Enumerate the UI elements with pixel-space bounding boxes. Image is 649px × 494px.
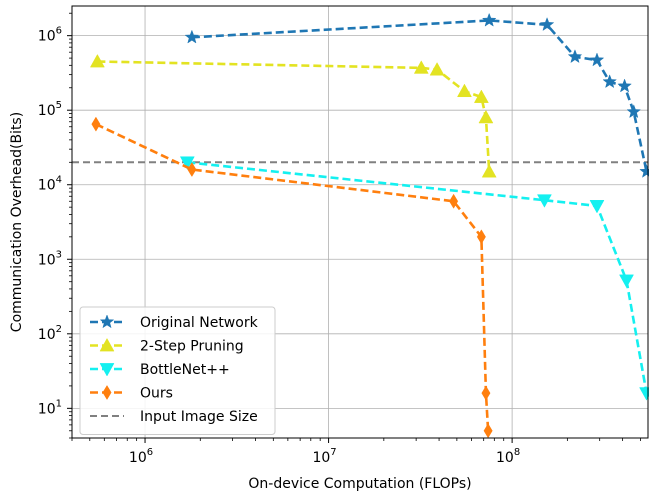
2-step-pruning-point [413,60,429,74]
legend-label-ours: Ours [140,386,173,402]
x-tick-label: 108 [496,447,520,466]
bottlenet-point [639,387,649,401]
ours-point [476,229,486,245]
original-network-point [589,52,605,67]
legend-marker-2-step-pruning [99,337,115,352]
x-tick-label: 106 [129,447,153,466]
2-step-pruning-point [473,89,489,103]
bottlenet-point [619,274,634,288]
plot-frame [71,5,649,439]
x-tick-label: 107 [312,447,336,466]
y-tick-label: 103 [38,249,62,268]
legend-label-original-network: Original Network [140,315,259,331]
bottlenet-point [589,200,605,214]
ticks: 106 107 108 101 102 103 104 105 106 [38,12,641,466]
legend-marker-original-network [99,314,115,329]
y-tick-label: 102 [38,324,62,343]
legend-marker-bottlenet [99,363,115,377]
2-step-pruning-line [97,60,491,172]
original-network-point [602,74,617,89]
2-step-pruning-point [89,53,105,68]
x-axis-title: On-device Computation (FLOPs) [248,476,471,492]
series-lines [89,12,649,439]
original-network-point [184,29,200,44]
2-step-pruning-point [481,164,497,178]
ours-point [481,385,491,401]
y-tick-label: 106 [38,26,62,45]
original-network-point [481,12,497,27]
2-step-pruning-point [478,109,494,124]
bottlenet-point [537,194,552,208]
original-network-point [617,78,632,93]
y-tick-label: 104 [38,175,62,194]
legend-label-input-image-size: Input Image Size [140,409,258,425]
legend-label-2-step-pruning: 2-Step Pruning [140,339,244,355]
legend-label-bottlenet: BottleNet++ [140,362,230,378]
original-network-point [639,163,649,178]
original-network-point [626,104,642,119]
y-axis-title: Communication Overhead(Bits) [9,112,25,332]
ours-point [187,162,197,178]
ours-point [483,423,493,439]
y-tick-label: 101 [38,398,62,417]
legend-marker-ours [102,385,112,400]
2-step-pruning-point [429,62,445,76]
ours-point [449,193,459,209]
original-network-point [539,17,555,32]
original-network-point [567,49,583,64]
bottlenet-point [179,156,195,170]
ours-point [91,116,101,132]
legend: Original Network 2-Step Pruning BottleNet+… [79,306,276,435]
y-tick-label: 105 [38,100,62,119]
legend-box [79,306,276,435]
original-network-line [191,19,648,172]
2-step-pruning-point [457,83,472,98]
